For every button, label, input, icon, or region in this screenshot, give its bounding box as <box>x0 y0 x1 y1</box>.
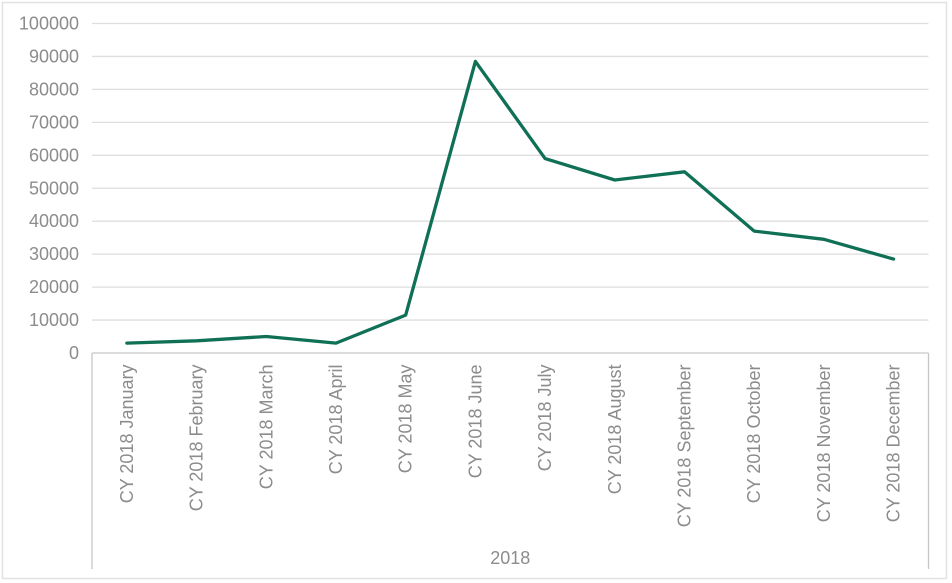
data-series-line <box>125 59 896 345</box>
x-axis-category-label: CY 2018 June <box>465 365 485 479</box>
x-axis-category-label: CY 2018 March <box>256 365 276 490</box>
y-axis-tick-label: 60000 <box>29 145 79 165</box>
x-axis-category-label: CY 2018 August <box>605 365 625 495</box>
x-axis-category-label: CY 2018 September <box>675 365 695 528</box>
y-axis-tick-label: 30000 <box>29 244 79 264</box>
x-axis-category-label: CY 2018 October <box>744 365 764 504</box>
y-axis-tick-label: 10000 <box>29 310 79 330</box>
y-axis-tick-label: 50000 <box>29 178 79 198</box>
y-axis-tick-label: 40000 <box>29 211 79 231</box>
x-axis-category-label: CY 2018 April <box>326 365 346 475</box>
x-axis-category-label: CY 2018 November <box>814 365 834 523</box>
x-axis-category-label: CY 2018 May <box>396 365 416 474</box>
y-axis-tick-label: 100000 <box>19 14 79 34</box>
y-axis-tick-label: 80000 <box>29 79 79 99</box>
x-axis-category-label: CY 2018 January <box>117 365 137 504</box>
y-axis-tick-label: 0 <box>69 343 79 363</box>
x-axis-category-label: CY 2018 December <box>884 364 904 522</box>
y-axis-tick-label: 90000 <box>29 46 79 66</box>
x-axis-group-label: 2018 <box>490 548 530 568</box>
x-axis-category-label: CY 2018 July <box>535 365 555 472</box>
y-axis-tick-label: 70000 <box>29 112 79 132</box>
x-axis-category-label: CY 2018 February <box>187 365 207 512</box>
y-axis-tick-label: 20000 <box>29 277 79 297</box>
